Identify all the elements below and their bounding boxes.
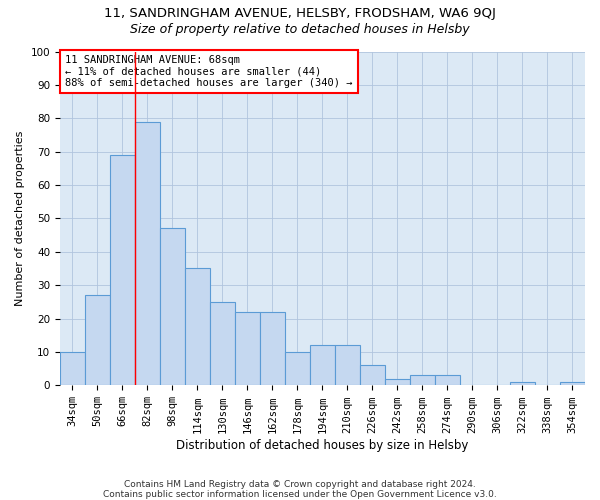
Bar bbox=[210, 302, 235, 386]
Bar bbox=[110, 155, 135, 386]
Bar bbox=[510, 382, 535, 386]
Bar bbox=[260, 312, 285, 386]
Bar bbox=[435, 376, 460, 386]
Bar bbox=[60, 352, 85, 386]
Y-axis label: Number of detached properties: Number of detached properties bbox=[15, 130, 25, 306]
Bar bbox=[85, 295, 110, 386]
Bar bbox=[360, 366, 385, 386]
Bar bbox=[285, 352, 310, 386]
Bar bbox=[310, 346, 335, 386]
Bar bbox=[335, 346, 360, 386]
Bar bbox=[410, 376, 435, 386]
Bar bbox=[235, 312, 260, 386]
X-axis label: Distribution of detached houses by size in Helsby: Distribution of detached houses by size … bbox=[176, 440, 469, 452]
Bar bbox=[185, 268, 210, 386]
Text: Size of property relative to detached houses in Helsby: Size of property relative to detached ho… bbox=[130, 22, 470, 36]
Bar bbox=[560, 382, 585, 386]
Text: 11 SANDRINGHAM AVENUE: 68sqm
← 11% of detached houses are smaller (44)
88% of se: 11 SANDRINGHAM AVENUE: 68sqm ← 11% of de… bbox=[65, 55, 353, 88]
Text: Contains HM Land Registry data © Crown copyright and database right 2024.: Contains HM Land Registry data © Crown c… bbox=[124, 480, 476, 489]
Bar bbox=[385, 378, 410, 386]
Text: Contains public sector information licensed under the Open Government Licence v3: Contains public sector information licen… bbox=[103, 490, 497, 499]
Text: 11, SANDRINGHAM AVENUE, HELSBY, FRODSHAM, WA6 9QJ: 11, SANDRINGHAM AVENUE, HELSBY, FRODSHAM… bbox=[104, 8, 496, 20]
Bar bbox=[160, 228, 185, 386]
Bar bbox=[135, 122, 160, 386]
